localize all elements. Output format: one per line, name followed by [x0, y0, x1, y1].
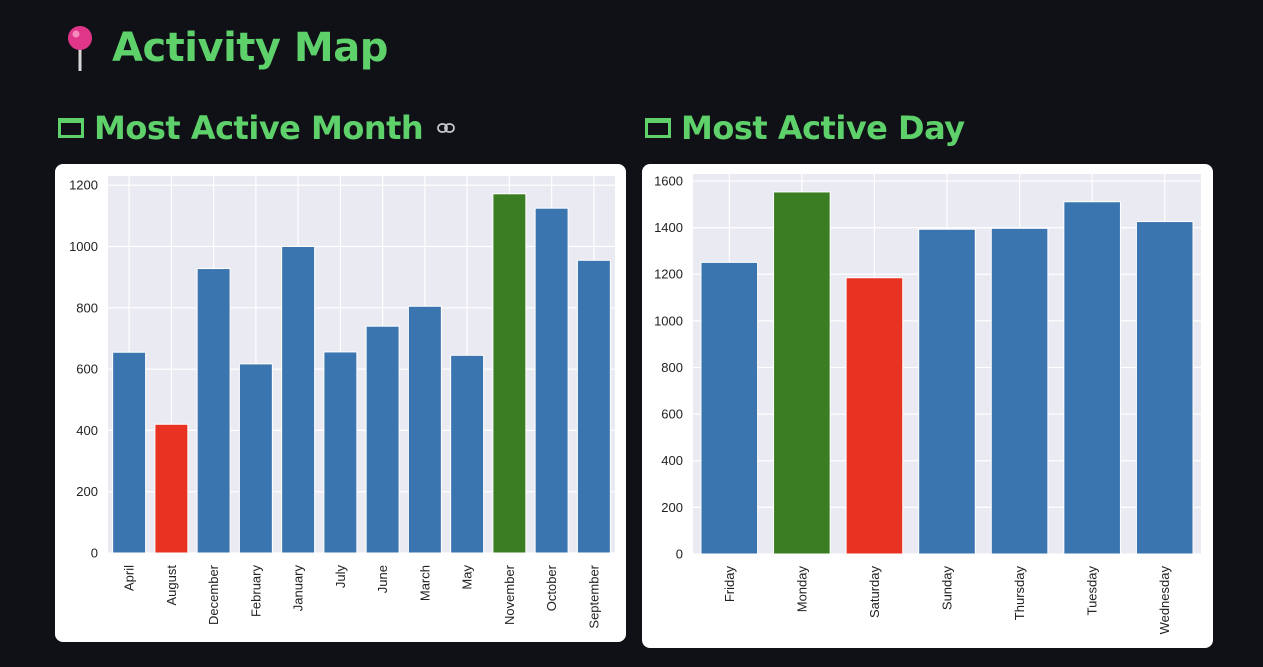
x-tick-label: December — [206, 564, 221, 625]
x-tick-label: November — [502, 564, 517, 625]
month-bar-january — [281, 245, 316, 554]
y-tick-label: 1200 — [69, 178, 98, 193]
day-bar-friday — [700, 261, 759, 555]
x-tick-label: April — [122, 565, 137, 591]
y-tick-label: 200 — [76, 484, 98, 499]
y-tick-label: 1400 — [654, 220, 683, 235]
x-tick-label: May — [460, 565, 475, 590]
x-tick-label: September — [586, 564, 601, 628]
month-bar-october — [534, 207, 569, 554]
month-bar-march — [407, 305, 442, 554]
y-tick-label: 1600 — [654, 173, 683, 188]
y-tick-label: 0 — [91, 546, 98, 561]
day-bar-tuesday — [1063, 201, 1121, 555]
y-tick-label: 200 — [661, 500, 683, 515]
x-tick-label: June — [375, 565, 390, 593]
day-bar-chart: 0 200 400 600 800 1000 1200 1400 1600 Friday Monda… — [654, 173, 1201, 635]
x-tick-label: March — [417, 565, 432, 601]
month-bar-june — [365, 325, 400, 554]
y-tick-label: 800 — [76, 300, 98, 315]
month-section-heading: Most Active Month — [58, 106, 456, 150]
plot-area — [108, 176, 615, 553]
x-tick-label: August — [164, 565, 179, 606]
page-title: Activity Map — [66, 18, 388, 78]
month-heading-text: Most Active Month — [94, 109, 424, 147]
month-bar-chart: 0 200 400 600 800 1000 1200 April August December… — [69, 176, 615, 629]
frame-icon — [58, 118, 84, 138]
day-bar-sunday — [918, 228, 976, 555]
x-tick-label: July — [333, 565, 348, 589]
day-bar-thursday — [990, 227, 1049, 555]
x-tick-label: October — [544, 564, 559, 611]
x-tick-label: Tuesday — [1085, 566, 1100, 616]
month-bar-may — [450, 354, 485, 554]
month-bar-july — [323, 351, 358, 554]
day-chart-card: 0 200 400 600 800 1000 1200 1400 1600 Friday Monda… — [642, 164, 1213, 648]
y-tick-label: 600 — [661, 407, 683, 422]
month-chart-card: 0 200 400 600 800 1000 1200 April August December… — [55, 164, 626, 642]
y-tick-label: 1200 — [654, 267, 683, 282]
frame-icon — [645, 118, 671, 138]
x-tick-label: Thursday — [1012, 566, 1027, 621]
day-bar-wednesday — [1135, 221, 1194, 555]
month-bar-november — [492, 193, 527, 554]
day-section-heading: Most Active Day — [645, 106, 965, 150]
x-tick-label: Sunday — [940, 566, 955, 611]
x-tick-label: Friday — [722, 566, 737, 603]
x-tick-label: February — [248, 565, 263, 618]
month-bar-april — [112, 351, 147, 554]
month-bar-september — [576, 259, 611, 554]
day-heading-text: Most Active Day — [681, 109, 965, 147]
month-bar-february — [238, 363, 273, 554]
month-bar-december — [196, 268, 231, 554]
month-bar-august — [154, 423, 189, 554]
y-tick-label: 800 — [661, 360, 683, 375]
y-tick-label: 0 — [676, 547, 683, 562]
y-tick-label: 600 — [76, 362, 98, 377]
day-bar-monday — [773, 191, 831, 555]
x-tick-label: Saturday — [867, 566, 882, 619]
link-icon[interactable] — [437, 122, 456, 134]
x-tick-label: Wednesday — [1157, 566, 1172, 635]
y-tick-label: 1000 — [69, 239, 98, 254]
x-tick-label: Monday — [794, 566, 809, 613]
day-bar-saturday — [845, 277, 904, 555]
pushpin-icon — [68, 26, 92, 71]
x-tick-label: January — [291, 565, 306, 612]
page-title-text: Activity Map — [112, 25, 388, 71]
y-tick-label: 400 — [661, 453, 683, 468]
y-tick-label: 400 — [76, 423, 98, 438]
y-tick-label: 1000 — [654, 313, 683, 328]
